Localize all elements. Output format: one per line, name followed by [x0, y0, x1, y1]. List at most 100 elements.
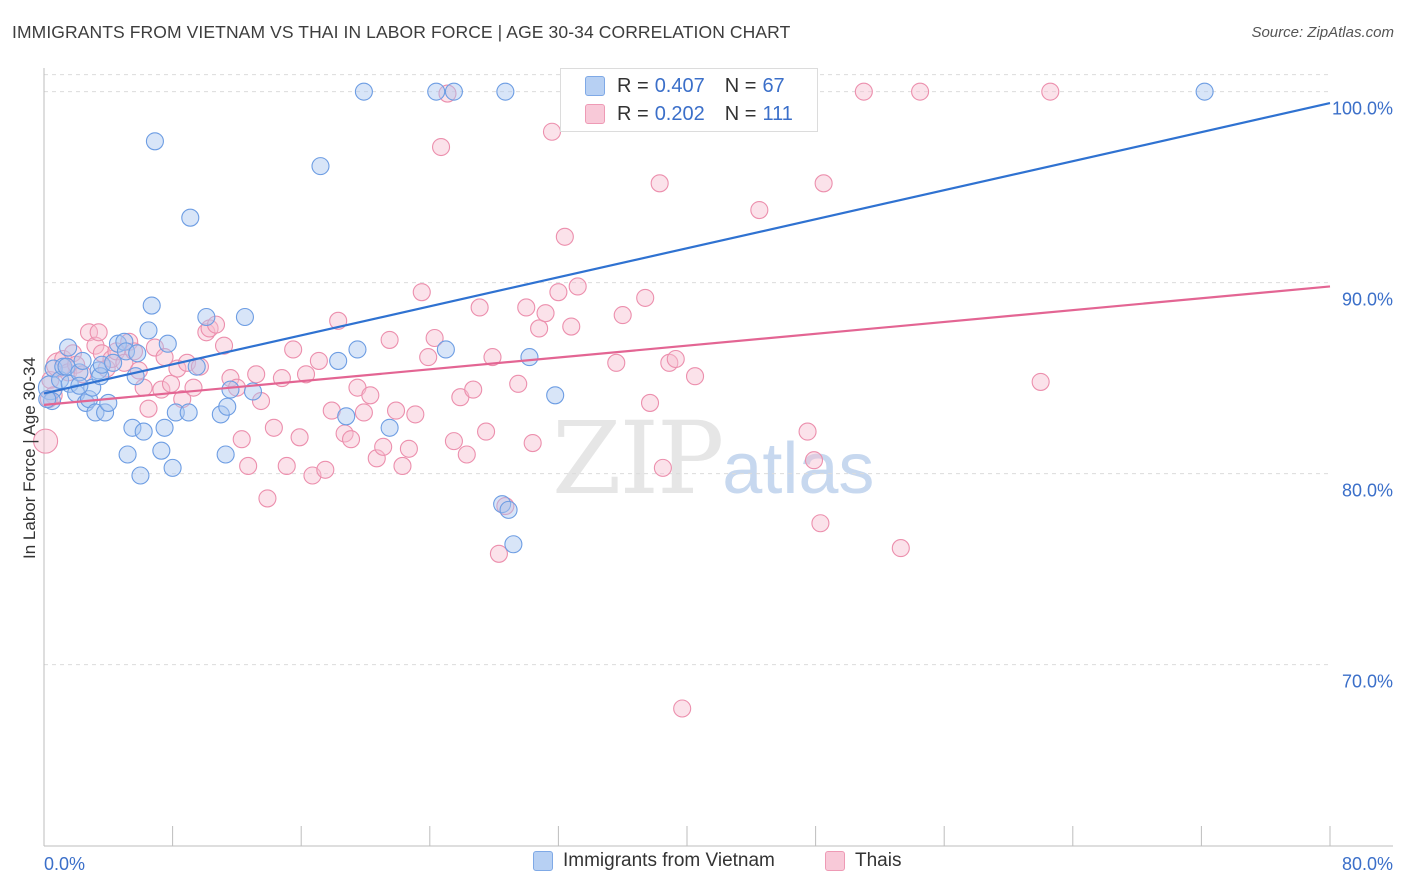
- vietnam-point: [546, 386, 565, 405]
- series-legend: Immigrants from Vietnam Thais: [0, 850, 1406, 880]
- thais-point: [341, 430, 361, 449]
- vietnam-point: [354, 82, 373, 101]
- thais-point: [464, 380, 483, 399]
- trend-lines: [43, 102, 1331, 406]
- y-tick-label: 80.0%: [1342, 481, 1393, 501]
- thais-point: [613, 306, 632, 325]
- thais-point: [232, 430, 251, 449]
- thais-point: [296, 365, 316, 384]
- thais-point: [419, 348, 438, 367]
- series-name-thais: Thais: [855, 850, 902, 871]
- thais-point: [536, 304, 555, 323]
- zipatlas-watermark: ZIPatlas: [552, 400, 874, 517]
- vietnam-point: [1195, 82, 1214, 101]
- thais-point: [139, 399, 158, 418]
- vietnam-point: [158, 334, 177, 353]
- vietnam-point: [520, 348, 539, 367]
- thais-point: [666, 349, 685, 369]
- legend-n-label: N =: [724, 102, 757, 125]
- vietnam-point: [128, 344, 147, 363]
- legend-r-value: 0.202: [654, 102, 705, 125]
- thais-point: [811, 514, 830, 533]
- vietnam-point: [216, 445, 235, 464]
- thais-point: [750, 201, 769, 220]
- vietnam-point: [118, 445, 137, 464]
- watermark-zip: ZIP: [552, 400, 724, 517]
- vietnam-point: [73, 351, 92, 370]
- thais-point: [406, 405, 425, 424]
- thais-point: [470, 298, 489, 317]
- vietnam-point: [218, 397, 237, 416]
- vietnam-point: [142, 296, 161, 315]
- vietnam-point: [155, 418, 174, 437]
- vietnam-point: [179, 403, 198, 422]
- thais-point: [804, 451, 824, 470]
- thais-point: [517, 298, 536, 317]
- thais-point: [33, 428, 59, 454]
- legend-n-label: N =: [724, 74, 757, 97]
- vietnam-point: [181, 208, 200, 227]
- thais-point: [911, 82, 930, 101]
- thais-point: [361, 386, 380, 405]
- thais-point: [568, 277, 587, 296]
- thais-point: [247, 365, 266, 384]
- thais-point: [444, 432, 463, 451]
- thais-point: [290, 428, 309, 447]
- thais-point: [161, 374, 181, 393]
- thais-point: [523, 433, 542, 453]
- thais-point: [555, 227, 574, 246]
- series-swatch-pink: [825, 851, 845, 871]
- thais-point: [438, 84, 457, 103]
- y-tick-label: 70.0%: [1342, 672, 1393, 692]
- watermark-atlas: atlas: [722, 429, 875, 509]
- thais-point: [412, 283, 431, 302]
- series-legend-thais[interactable]: Thais: [825, 850, 901, 872]
- legend-row-vietnam: R = 0.407 N = 67: [585, 72, 785, 100]
- vietnam-point: [134, 422, 153, 441]
- thais-point: [393, 456, 412, 476]
- vietnam-point: [221, 380, 240, 399]
- thais-point: [530, 319, 549, 338]
- thais-point: [367, 449, 386, 468]
- thais-point: [206, 315, 226, 334]
- thais-point: [386, 401, 406, 420]
- series-name-vietnam: Immigrants from Vietnam: [563, 850, 775, 871]
- thais-point: [509, 374, 528, 393]
- series-swatch-blue: [533, 851, 553, 871]
- correlation-legend: R = 0.407 N = 67 R = 0.202 N = 111: [560, 68, 818, 132]
- vietnam-point: [163, 458, 182, 477]
- vietnam-point: [99, 393, 118, 412]
- thais-point: [425, 328, 444, 348]
- legend-r-label: R =: [617, 102, 649, 125]
- vietnam-point: [70, 363, 89, 382]
- vietnam-points: [37, 82, 1214, 554]
- y-axis-label: In Labor Force | Age 30-34: [20, 357, 39, 559]
- thais-point: [277, 456, 296, 476]
- thais-point: [640, 393, 660, 412]
- thais-point: [380, 330, 399, 349]
- thais-point: [542, 122, 562, 141]
- x-tick-label: 0.0%: [44, 854, 85, 874]
- vietnam-point: [329, 351, 348, 370]
- vietnam-point: [499, 500, 518, 519]
- legend-swatch-blue: [585, 76, 605, 96]
- vietnam-point: [311, 157, 330, 176]
- vietnam-point: [152, 441, 171, 460]
- vietnam-point: [86, 403, 105, 422]
- vietnam-point: [131, 466, 150, 485]
- thais-point: [798, 422, 817, 441]
- legend-n-value: 111: [762, 102, 793, 125]
- vietnam-point: [211, 405, 230, 424]
- vietnam-point: [166, 403, 185, 422]
- vietnam-point: [436, 340, 455, 359]
- thais-point: [562, 317, 581, 336]
- thais-points: [33, 82, 1060, 718]
- vietnam-point: [115, 332, 134, 351]
- series-legend-vietnam[interactable]: Immigrants from Vietnam: [533, 850, 775, 872]
- thais-point: [309, 351, 328, 370]
- vietnam-point: [123, 418, 142, 437]
- legend-n-value: 67: [762, 74, 785, 97]
- thais-point: [316, 460, 335, 479]
- tick-labels: 70.0% 80.0% 90.0% 100.0% 0.0% 80.0%: [44, 99, 1393, 874]
